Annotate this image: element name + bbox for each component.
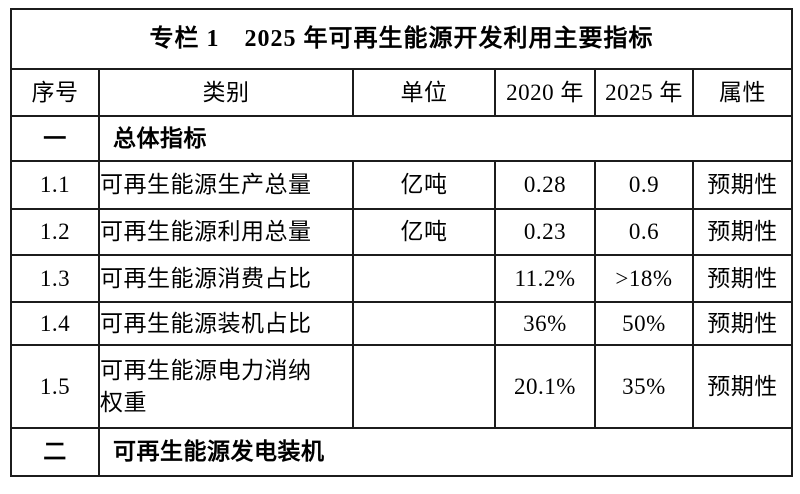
attribute-cell: 预期性 xyxy=(691,301,794,346)
category-cell: 可再生能源利用总量 xyxy=(98,208,354,256)
attribute-cell: 预期性 xyxy=(691,208,794,256)
column-header: 2020 年 xyxy=(494,68,596,117)
table-row: 1.3 可再生能源消费占比 11.2% >18% 预期性 xyxy=(10,254,794,303)
table-row: 1.2 可再生能源利用总量 亿吨 0.23 0.6 预期性 xyxy=(10,208,794,256)
category-cell: 可再生能源装机占比 xyxy=(98,301,354,346)
table-title-row: 专栏 1 2025 年可再生能源开发利用主要指标 xyxy=(9,8,794,70)
value-2020-cell: 20.1% xyxy=(494,344,596,429)
row-number-cell: 1.1 xyxy=(10,160,100,210)
value-2020-cell: 0.23 xyxy=(494,208,596,256)
column-header: 类别 xyxy=(98,68,354,117)
table-title: 专栏 1 2025 年可再生能源开发利用主要指标 xyxy=(9,8,794,70)
value-2020-cell: 11.2% xyxy=(494,254,596,303)
attribute-cell: 预期性 xyxy=(691,160,794,210)
row-number-cell: 一 xyxy=(10,115,100,162)
section-label-cell: 可再生能源发电装机 xyxy=(97,427,794,477)
attribute-cell: 预期性 xyxy=(691,344,794,429)
category-cell: 可再生能源生产总量 xyxy=(98,160,354,210)
value-2025-cell: 35% xyxy=(594,344,694,429)
section-row: 一总体指标 xyxy=(10,115,794,162)
row-number-cell: 1.2 xyxy=(10,208,100,256)
value-2025-cell: >18% xyxy=(594,254,694,303)
table-row: 1.5 可再生能源电力消纳 权重 20.1% 35% 预期性 xyxy=(10,344,794,429)
table-row: 1.1 可再生能源生产总量 亿吨 0.28 0.9 预期性 xyxy=(10,160,794,210)
category-cell: 可再生能源电力消纳 权重 xyxy=(98,344,354,429)
value-2020-cell: 0.28 xyxy=(494,160,596,210)
section-row: 二可再生能源发电装机 xyxy=(10,427,794,477)
value-2025-cell: 50% xyxy=(594,301,694,346)
row-number-cell: 1.5 xyxy=(10,344,100,429)
column-header: 序号 xyxy=(10,68,100,117)
column-header: 2025 年 xyxy=(594,68,694,117)
indicators-table: 专栏 1 2025 年可再生能源开发利用主要指标 序号 类别 单位 2020 年 202… xyxy=(9,8,794,477)
row-number-cell: 1.3 xyxy=(10,254,100,303)
attribute-cell: 预期性 xyxy=(691,254,794,303)
column-header: 属性 xyxy=(691,68,794,117)
unit-cell xyxy=(352,254,496,303)
category-cell: 可再生能源消费占比 xyxy=(98,254,354,303)
value-2020-cell: 36% xyxy=(494,301,596,346)
value-2025-cell: 0.6 xyxy=(594,208,694,256)
section-label-cell: 总体指标 xyxy=(97,115,794,162)
row-number-cell: 二 xyxy=(10,427,100,477)
table-row: 1.4 可再生能源装机占比 36% 50% 预期性 xyxy=(10,301,794,346)
unit-cell xyxy=(352,344,496,429)
unit-cell xyxy=(352,301,496,346)
value-2025-cell: 0.9 xyxy=(594,160,694,210)
unit-cell: 亿吨 xyxy=(352,160,496,210)
table-header-row: 序号 类别 单位 2020 年 2025 年属性 xyxy=(10,68,794,117)
unit-cell: 亿吨 xyxy=(352,208,496,256)
row-number-cell: 1.4 xyxy=(10,301,100,346)
column-header: 单位 xyxy=(352,68,496,117)
